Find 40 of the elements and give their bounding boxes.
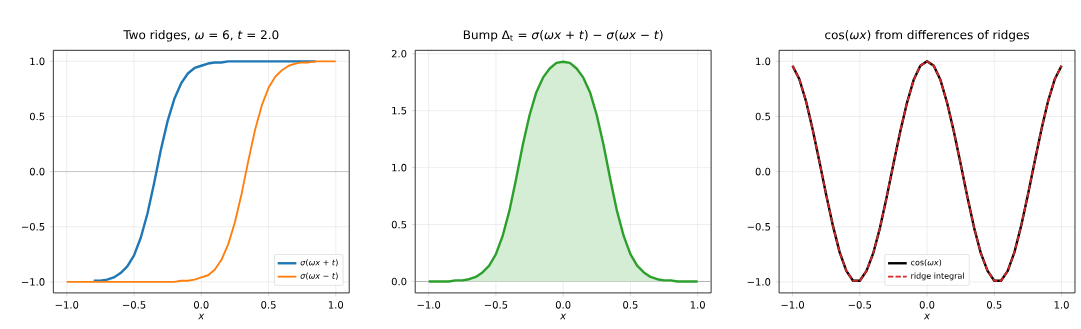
y-tick-label: 0.5 bbox=[29, 112, 45, 121]
x-tick-label: −1.0 bbox=[781, 301, 805, 309]
x-tick-label: 1.0 bbox=[1054, 301, 1069, 309]
x-tick-label: −0.5 bbox=[484, 301, 508, 309]
legend-label: σ(ωx − t) bbox=[300, 272, 338, 280]
y-tick-label: 2.0 bbox=[391, 50, 407, 58]
x-tick-label: 0.0 bbox=[919, 301, 935, 309]
y-tick-label: 1.0 bbox=[756, 57, 771, 66]
y-tick-label: 0.5 bbox=[391, 220, 407, 229]
chart-title: Bump Δ$_{t}$ = σ(ωx + t) − σ(ωx − t) bbox=[463, 30, 663, 42]
y-tick-label: 1.0 bbox=[30, 57, 45, 66]
y-tick-label: 1.0 bbox=[392, 163, 407, 172]
x-tick-label: 0.0 bbox=[555, 301, 571, 309]
legend-label: cos(ωx) bbox=[911, 259, 942, 267]
x-tick-label: −1.0 bbox=[417, 301, 441, 309]
y-tick-label: −0.5 bbox=[21, 223, 45, 231]
x-tick-label: 0.0 bbox=[194, 301, 209, 309]
x-axis-title: x bbox=[923, 313, 931, 320]
x-tick-label: 0.5 bbox=[623, 301, 638, 309]
x-tick-label: 0.5 bbox=[261, 301, 276, 309]
y-tick-label: −1.0 bbox=[747, 278, 771, 286]
y-tick-label: 0.0 bbox=[391, 277, 407, 286]
legend-label: σ(ωx + t) bbox=[300, 259, 338, 267]
x-axis-title: x bbox=[559, 313, 567, 320]
x-tick-label: −1.0 bbox=[55, 301, 79, 309]
x-tick-label: 0.5 bbox=[987, 301, 1002, 309]
y-tick-label: −0.5 bbox=[747, 223, 771, 231]
y-tick-label: −1.0 bbox=[21, 278, 45, 286]
x-tick-label: 1.0 bbox=[690, 301, 705, 309]
y-tick-label: 1.5 bbox=[392, 107, 407, 115]
x-axis-title: x bbox=[198, 313, 205, 320]
y-tick-label: 0.5 bbox=[755, 112, 771, 121]
x-tick-label: 1.0 bbox=[328, 301, 344, 309]
legend-label: ridge integral bbox=[911, 272, 964, 281]
y-tick-label: 0.0 bbox=[755, 167, 771, 176]
chart-title: Two ridges, ω = 6, t = 2.0 bbox=[123, 30, 279, 42]
chart-title: cos(ωx) from differences of ridges bbox=[825, 30, 1030, 42]
x-tick-label: −0.5 bbox=[848, 301, 872, 309]
x-tick-label: −0.5 bbox=[122, 301, 146, 309]
y-tick-label: 0.0 bbox=[29, 167, 45, 176]
